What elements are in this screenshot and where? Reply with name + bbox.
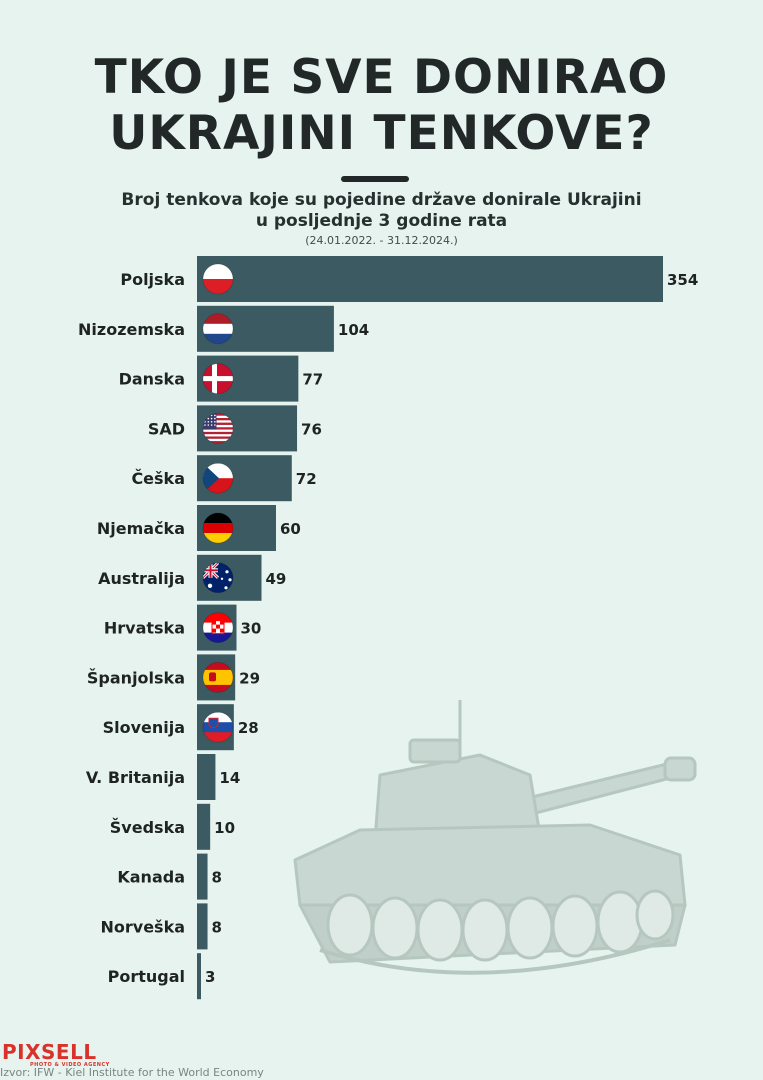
title-line-2: UKRAJINI TENKOVE?	[109, 106, 654, 161]
netherlands-flag-icon	[202, 313, 234, 345]
czechia-flag-icon	[202, 462, 234, 494]
value-label: 104	[338, 321, 369, 339]
germany-flag-icon	[202, 512, 234, 544]
category-label: Hrvatska	[104, 619, 185, 638]
pixsell-logo: PIXSELL	[2, 1040, 97, 1064]
value-label: 30	[240, 620, 261, 638]
source-note: Izvor: IFW - Kiel Institute for the Worl…	[0, 1066, 264, 1079]
subtitle-line-2: u posljednje 3 godine rata	[255, 211, 508, 231]
slovenia-flag-icon	[202, 711, 234, 743]
category-label: Slovenija	[103, 718, 185, 737]
tank-illustration-icon	[293, 700, 697, 975]
bar	[197, 953, 201, 1000]
value-label: 29	[239, 669, 260, 687]
category-label: Švedska	[110, 818, 185, 837]
denmark-flag-icon	[202, 363, 234, 395]
value-label: 77	[302, 371, 323, 389]
title-line-1: TKO JE SVE DONIRAO	[94, 50, 669, 105]
australia-flag-icon	[202, 562, 234, 594]
category-label: Australija	[98, 569, 185, 588]
value-label: 3	[205, 968, 215, 986]
category-label: Norveška	[100, 917, 185, 936]
value-label: 28	[238, 719, 259, 737]
category-label: Nizozemska	[78, 320, 185, 339]
spain-flag-icon	[202, 661, 234, 693]
value-label: 72	[296, 470, 317, 488]
category-label: Češka	[131, 469, 185, 488]
value-label: 10	[214, 819, 235, 837]
value-label: 8	[212, 918, 222, 936]
category-label: Njemačka	[97, 519, 185, 538]
poland-flag-icon	[202, 263, 234, 295]
value-label: 76	[301, 420, 322, 438]
title-divider	[341, 176, 409, 182]
category-label: Portugal	[108, 967, 185, 986]
value-label: 14	[219, 769, 240, 787]
category-label: Poljska	[120, 270, 185, 289]
usa-flag-icon	[202, 412, 234, 444]
bar	[197, 853, 208, 900]
category-label: SAD	[148, 419, 185, 438]
bar	[197, 803, 211, 850]
bar	[197, 754, 216, 800]
date-range: (24.01.2022. - 31.12.2024.)	[305, 234, 458, 247]
category-label: Danska	[119, 370, 185, 389]
category-label: Španjolska	[87, 668, 185, 687]
subtitle-line-1: Broj tenkova koje su pojedine države don…	[121, 190, 642, 210]
chart-subtitle: Broj tenkova koje su pojedine države don…	[0, 190, 763, 232]
bar	[197, 903, 208, 950]
value-label: 8	[212, 869, 222, 887]
logo-tagline: PHOTO & VIDEO AGENCY	[30, 1062, 110, 1068]
value-label: 354	[667, 271, 698, 289]
croatia-flag-icon	[202, 612, 234, 644]
category-label: V. Britanija	[86, 768, 185, 787]
bar	[197, 256, 663, 302]
value-label: 60	[280, 520, 301, 538]
value-label: 49	[266, 570, 287, 588]
category-label: Kanada	[117, 868, 185, 887]
page-title: TKO JE SVE DONIRAO UKRAJINI TENKOVE?	[0, 50, 763, 162]
